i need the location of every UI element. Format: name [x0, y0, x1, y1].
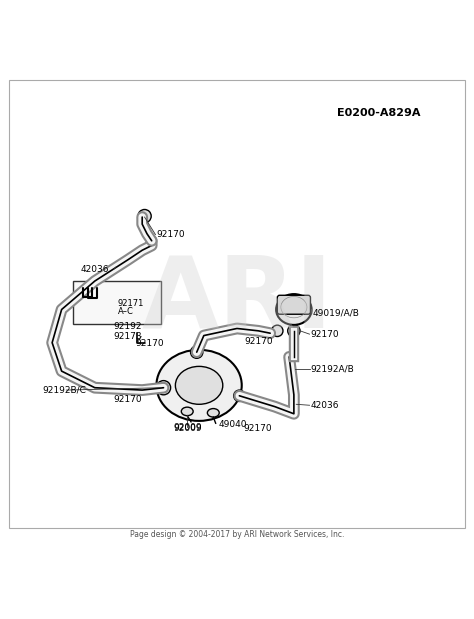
Text: 92170: 92170 [243, 425, 272, 433]
Text: 92173: 92173 [114, 332, 142, 341]
Text: 49019/A/B: 49019/A/B [313, 309, 360, 318]
Text: A–C: A–C [118, 308, 134, 316]
Ellipse shape [207, 409, 219, 417]
Text: 49040: 49040 [219, 420, 247, 429]
Text: 92009: 92009 [173, 423, 201, 431]
Text: 92192: 92192 [114, 322, 142, 331]
Text: 92170: 92170 [156, 230, 185, 239]
Text: 92192A/B: 92192A/B [310, 364, 354, 373]
Text: 92170: 92170 [310, 330, 339, 339]
Circle shape [156, 381, 171, 395]
Circle shape [191, 346, 203, 358]
Ellipse shape [156, 350, 242, 421]
Circle shape [138, 209, 151, 223]
Circle shape [288, 325, 300, 337]
Text: 92009: 92009 [173, 425, 201, 433]
Text: 42036: 42036 [310, 400, 339, 410]
Circle shape [272, 325, 283, 337]
Text: 92170: 92170 [135, 339, 164, 348]
Text: ARI: ARI [141, 251, 333, 348]
Ellipse shape [181, 407, 193, 416]
Ellipse shape [175, 366, 223, 404]
Text: 42036: 42036 [81, 265, 109, 274]
Text: 92171: 92171 [117, 299, 144, 308]
FancyBboxPatch shape [277, 295, 310, 314]
Ellipse shape [276, 294, 311, 325]
Circle shape [234, 390, 245, 402]
Text: 92170: 92170 [114, 395, 142, 404]
Text: E0200-A829A: E0200-A829A [337, 108, 421, 118]
Text: 92192B/C: 92192B/C [43, 386, 87, 394]
Text: Page design © 2004-2017 by ARI Network Services, Inc.: Page design © 2004-2017 by ARI Network S… [130, 530, 344, 539]
FancyBboxPatch shape [73, 281, 161, 324]
Text: 92170: 92170 [244, 337, 273, 346]
